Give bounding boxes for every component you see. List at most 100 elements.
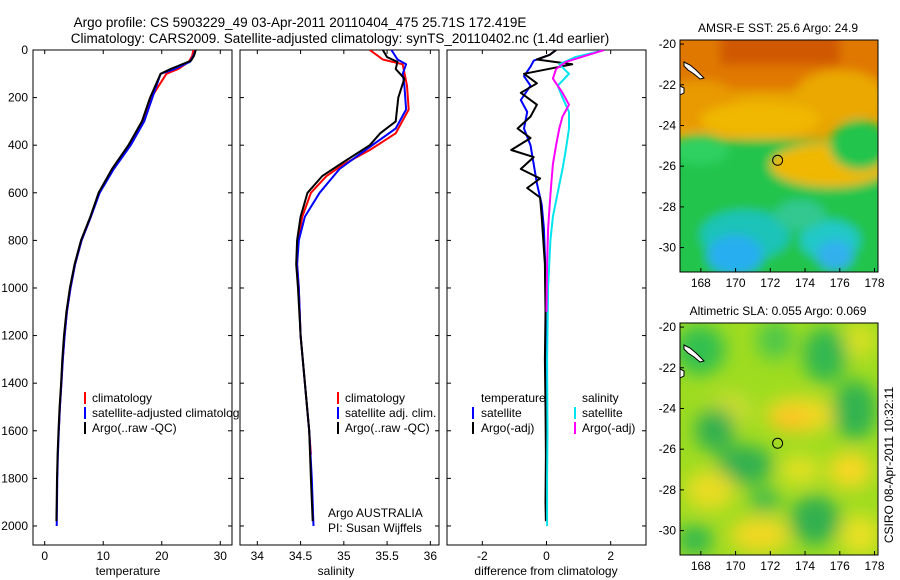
legend-label-climatology: climatology: [345, 391, 405, 405]
map-y-tick-label: -30: [659, 524, 677, 538]
map-x-tick-label: 178: [865, 559, 885, 573]
map-x-tick-label: 172: [760, 276, 780, 290]
sla-map-title: Altimetric SLA: 0.055 Argo: 0.069: [690, 304, 867, 318]
sst-map-ticks: 168 170 172 174 176 178 -20 -22 -24 -26 -28 -30: [659, 37, 885, 290]
y-tick-label: 800: [8, 233, 28, 247]
x-tick-label: 0: [41, 549, 48, 563]
series-line-temperature-satellite: [519, 50, 557, 431]
legend-label-satellite-adj: satellite adj. clim.: [345, 406, 436, 420]
legend-label-sal-argo: Argo(-adj): [582, 421, 635, 435]
map-x-tick-label: 170: [726, 559, 746, 573]
x-tick-label: 0: [543, 549, 550, 563]
x-tick-label: 30: [214, 549, 228, 563]
argo-location-marker: [772, 437, 784, 449]
map-y-tick-label: -28: [659, 483, 677, 497]
map-y-tick-label: -22: [659, 78, 677, 92]
sla-map-ticks: 168 170 172 174 176 178 -20 -22 -24 -26 -28 -30: [659, 320, 885, 573]
map-y-tick-label: -26: [659, 159, 677, 173]
figure-title-line2: Climatology: CARS2009. Satellite-adjuste…: [71, 31, 610, 46]
y-tick-label: 600: [8, 186, 28, 200]
x-tick-label: 34.5: [289, 549, 313, 563]
island-outline: [683, 344, 705, 363]
legend-title-temperature: temperature: [481, 391, 546, 405]
x-tick-label: 10: [97, 549, 111, 563]
map-x-tick-label: 176: [830, 276, 850, 290]
temperature-legend: climatology satellite-adjusted climatolo…: [84, 391, 245, 435]
map-y-tick-label: -24: [659, 401, 677, 415]
timestamp-side-label: CSIRO 08-Apr-2011 10:32:11: [882, 387, 896, 544]
y-tick-label: 1000: [1, 281, 28, 295]
x-tick-label: 36: [424, 549, 438, 563]
map-y-tick-label: -20: [659, 37, 677, 51]
sst-map: AMSR-E SST: 25.6 Argo: 24.9: [659, 21, 885, 290]
series-line-argo-raw-qc-: [295, 50, 406, 522]
map-x-tick-label: 174: [795, 559, 815, 573]
x-tick-label: 35: [337, 549, 351, 563]
salinity-lines: [295, 50, 410, 527]
difference-xlabel: difference from climatology: [474, 564, 617, 578]
x-tick-label: 34: [251, 549, 265, 563]
island-outline: [680, 368, 685, 379]
difference-panel: -2 0 2 difference from climatology tempera…: [446, 49, 647, 578]
map-y-tick-label: -20: [659, 320, 677, 334]
legend-label-temp-satellite: satellite: [481, 406, 522, 420]
x-tick-label: 2: [607, 549, 614, 563]
difference-lines: [510, 50, 605, 526]
sst-map-title: AMSR-E SST: 25.6 Argo: 24.9: [698, 21, 858, 35]
temperature-lines: [55, 50, 197, 527]
y-tick-label: 1800: [1, 471, 28, 485]
salinity-panel: 34 34.5 35 35.5 36 salinity climatology sate…: [239, 49, 440, 578]
map-y-tick-label: -24: [659, 118, 677, 132]
temperature-xlabel: temperature: [96, 564, 161, 578]
legend-label-sal-satellite: satellite: [582, 406, 623, 420]
figure-title-line1: Argo profile: CS 5903229_49 03-Apr-2011 …: [74, 15, 527, 30]
sla-field: [680, 323, 878, 555]
island-outline: [680, 85, 685, 96]
map-x-tick-label: 178: [865, 276, 885, 290]
map-x-tick-label: 172: [760, 559, 780, 573]
y-tick-label: 0: [21, 43, 28, 57]
sla-map: Altimetric SLA: 0.055 Argo: 0.069: [659, 304, 885, 573]
legend-label-argo-raw: Argo(..raw -QC): [345, 421, 430, 435]
y-tick-label: 1600: [1, 424, 28, 438]
y-tick-label: 1200: [1, 329, 28, 343]
series-line-temperature-argo-adj-: [510, 50, 574, 522]
y-tick-label: 200: [8, 91, 28, 105]
legend-label-climatology: climatology: [92, 391, 152, 405]
temperature-axes-frame: [32, 49, 233, 546]
series-line-salinity-argo-adj-: [545, 50, 605, 312]
difference-ticks: -2 0 2: [447, 49, 646, 563]
x-tick-label: 35.5: [375, 549, 399, 563]
sst-field: [680, 40, 878, 272]
series-line-argo-raw-qc-: [55, 50, 197, 522]
y-tick-label: 400: [8, 138, 28, 152]
map-x-tick-label: 170: [726, 276, 746, 290]
map-x-tick-label: 168: [691, 559, 711, 573]
x-tick-label: -2: [477, 549, 488, 563]
legend-label-argo-raw: Argo(..raw -QC): [92, 421, 177, 435]
map-y-tick-label: -28: [659, 200, 677, 214]
pi-annotation: PI: Susan Wijffels: [328, 521, 422, 535]
sst-map-frame: [679, 39, 879, 273]
x-tick-label: 20: [155, 549, 169, 563]
map-x-tick-label: 174: [795, 276, 815, 290]
temperature-ticks: 0 10 20 30 0 200 400 600 800 1000 1200 1400 1600 1800…: [1, 43, 232, 563]
map-y-tick-label: -30: [659, 241, 677, 255]
series-line-salinity-satellite: [546, 50, 605, 526]
map-x-tick-label: 176: [830, 559, 850, 573]
island-outline: [683, 61, 705, 80]
map-x-tick-label: 168: [691, 276, 711, 290]
salinity-axes-frame: [239, 49, 440, 546]
salinity-legend: climatology satellite adj. clim. Argo(..…: [337, 391, 436, 435]
argo-country-annotation: Argo AUSTRALIA: [328, 506, 423, 520]
sla-map-frame: [679, 322, 879, 556]
argo-location-marker: [772, 154, 784, 166]
temperature-panel: 0 10 20 30 0 200 400 600 800 1000 1200 1400 1600 1800…: [1, 43, 245, 578]
y-tick-label: 2000: [1, 519, 28, 533]
salinity-xlabel: salinity: [318, 564, 355, 578]
difference-legend: temperature satellite Argo(-adj) salinit…: [472, 391, 635, 435]
map-y-tick-label: -26: [659, 442, 677, 456]
legend-title-salinity: salinity: [582, 391, 619, 405]
legend-label-temp-argo: Argo(-adj): [481, 421, 534, 435]
